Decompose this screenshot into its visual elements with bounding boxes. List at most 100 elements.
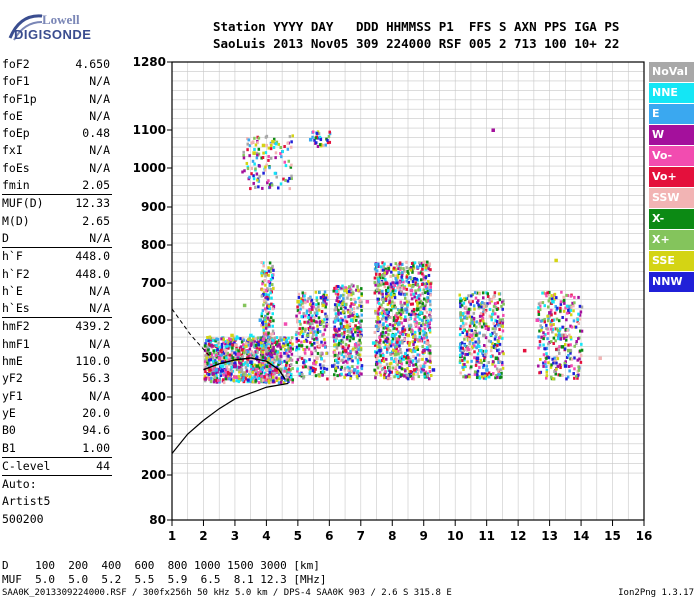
echo-pixel — [283, 369, 286, 373]
echo-pixel — [424, 370, 428, 374]
echo-pixel — [500, 371, 503, 375]
echo-pixel — [279, 152, 282, 156]
echo-pixel — [413, 277, 416, 281]
echo-pixel — [425, 357, 428, 361]
echo-pixel — [336, 354, 340, 358]
echo-pixel — [269, 316, 273, 320]
echo-pixel — [402, 280, 405, 284]
echo-pixel — [264, 301, 268, 305]
echo-pixel — [290, 163, 293, 167]
echo-pixel — [251, 376, 254, 380]
echo-pixel — [425, 321, 428, 325]
echo-pixel — [265, 310, 268, 314]
echo-pixel — [402, 286, 405, 290]
echo-pixel — [289, 356, 292, 360]
echo-pixel — [426, 296, 429, 300]
echo-pixel — [250, 166, 254, 170]
echo-pixel — [228, 355, 232, 359]
echo-pixel — [210, 344, 214, 348]
echo-pixel — [267, 344, 271, 348]
echo-pixel — [269, 270, 272, 274]
echo-pixel — [559, 302, 563, 306]
echo-pixel — [424, 303, 427, 307]
echo-pixel — [421, 263, 425, 267]
echo-pixel — [266, 297, 270, 301]
echo-pixel — [468, 339, 472, 343]
echo-pixel — [492, 344, 496, 348]
echo-pixel — [287, 380, 290, 384]
echo-pixel — [288, 135, 292, 139]
echo-pixel — [399, 341, 402, 345]
data-point — [208, 368, 212, 372]
echo-pixel — [579, 354, 583, 358]
echo-pixel — [561, 315, 564, 319]
echo-pixel — [246, 363, 250, 367]
data-point — [211, 372, 215, 376]
echo-pixel — [494, 301, 497, 305]
echo-pixel — [566, 294, 570, 298]
echo-pixel — [270, 336, 274, 340]
echo-pixel — [266, 312, 269, 316]
echo-pixel — [260, 260, 263, 264]
plot-frame — [171, 61, 645, 521]
echo-pixel — [472, 304, 476, 308]
echo-pixel — [541, 318, 545, 322]
echo-pixel — [340, 286, 343, 290]
echo-pixel — [428, 344, 432, 348]
echo-pixel — [224, 345, 228, 349]
echo-pixel — [321, 370, 325, 374]
param-row: yE 20.0 — [2, 405, 112, 422]
echo-pixel — [385, 310, 389, 314]
echo-pixel — [413, 295, 416, 299]
echo-pixel — [493, 343, 497, 347]
echo-pixel — [268, 319, 272, 323]
param-row: fxI N/A — [2, 142, 112, 159]
echo-pixel — [246, 148, 249, 152]
echo-pixel — [546, 331, 550, 335]
data-point — [419, 311, 423, 315]
echo-pixel — [575, 374, 578, 378]
echo-pixel — [264, 274, 267, 278]
echo-pixel — [427, 351, 431, 355]
echo-pixel — [316, 145, 320, 149]
echo-pixel — [211, 368, 215, 372]
echo-pixel — [481, 291, 485, 295]
echo-pixel — [315, 298, 319, 302]
param-name: foEs — [2, 160, 30, 175]
echo-pixel — [387, 310, 391, 314]
echo-pixel — [573, 295, 576, 299]
echo-pixel — [351, 365, 354, 369]
echo-pixel — [270, 273, 274, 277]
echo-pixel — [567, 353, 570, 357]
echo-pixel — [352, 347, 355, 351]
echo-pixel — [412, 309, 416, 313]
echo-pixel — [311, 302, 315, 306]
echo-pixel — [471, 345, 474, 349]
echo-pixel — [277, 363, 280, 367]
echo-pixel — [273, 141, 277, 145]
echo-pixel — [412, 261, 415, 265]
echo-pixel — [428, 308, 432, 312]
echo-pixel — [224, 374, 228, 378]
echo-pixel — [421, 357, 424, 361]
data-point — [551, 300, 555, 304]
echo-pixel — [229, 344, 233, 348]
echo-pixel — [308, 370, 312, 374]
param-row: foF1 N/A — [2, 73, 112, 90]
echo-pixel — [263, 307, 267, 311]
x-tick-label: 10 — [447, 529, 464, 543]
echo-pixel — [411, 377, 414, 381]
echo-pixel — [381, 289, 384, 293]
echo-pixel — [259, 369, 262, 373]
echo-pixel — [334, 369, 337, 373]
echo-pixel — [334, 366, 338, 370]
echo-pixel — [304, 338, 308, 342]
echo-pixel — [314, 374, 318, 378]
echo-pixel — [233, 375, 236, 379]
echo-pixel — [346, 365, 349, 369]
echo-pixel — [554, 372, 557, 376]
echo-pixel — [390, 370, 393, 374]
echo-pixel — [333, 343, 337, 347]
echo-pixel — [425, 286, 429, 290]
echo-pixel — [288, 370, 291, 374]
